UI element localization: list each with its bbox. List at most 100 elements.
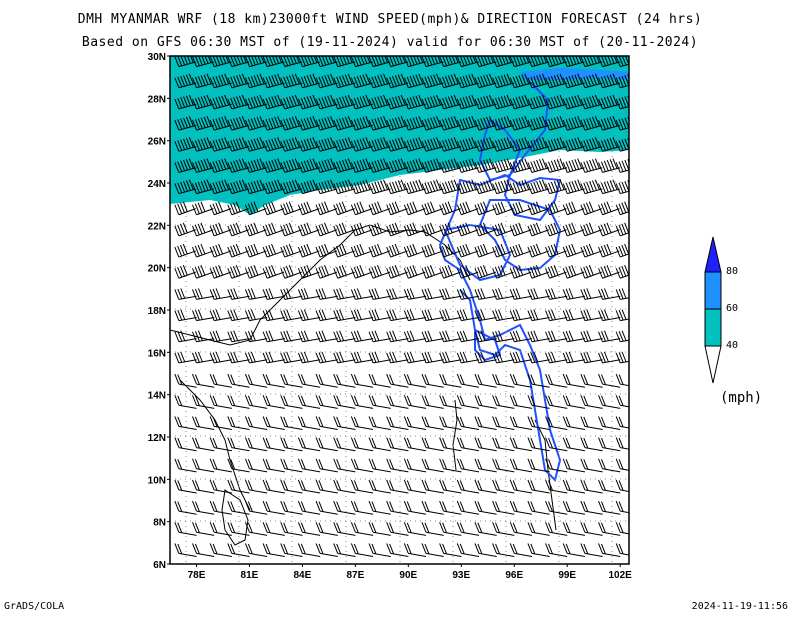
- wind-barb: [456, 116, 479, 131]
- colorbar-label-40: 40: [726, 340, 739, 351]
- wind-barb: [615, 543, 629, 556]
- lat-label: 16N: [148, 348, 166, 359]
- wind-barb: [474, 137, 497, 152]
- wind-barb: [580, 522, 603, 536]
- wind-barb: [421, 288, 444, 300]
- wind-barb: [174, 479, 197, 494]
- wind-barb: [350, 373, 374, 388]
- wind-barb: [192, 222, 214, 237]
- wind-barb: [527, 137, 550, 152]
- wind-barb: [280, 288, 303, 300]
- wind-barb: [262, 395, 285, 409]
- wind-barb: [244, 116, 267, 131]
- wind-barb: [545, 73, 568, 89]
- lon-label: 87E: [346, 570, 364, 581]
- wind-barb: [192, 116, 214, 131]
- wind-barb: [403, 222, 426, 237]
- wind-barb: [386, 201, 408, 216]
- wind-barb: [297, 330, 321, 343]
- wind-barb: [456, 479, 480, 494]
- wind-barb: [615, 243, 629, 258]
- wind-barb: [562, 416, 586, 431]
- wind-barb: [209, 73, 232, 89]
- wind-barb: [474, 243, 497, 258]
- wind-barb: [192, 264, 214, 279]
- wind-barb: [227, 416, 250, 431]
- wind-barb: [439, 137, 462, 152]
- wind-barb: [280, 243, 302, 258]
- lon-label: 102E: [608, 570, 632, 581]
- wind-barb: [192, 288, 215, 300]
- wind-barb: [580, 179, 603, 195]
- wind-barb: [227, 395, 250, 409]
- wind-barb: [403, 288, 427, 300]
- wind-barb: [492, 243, 514, 258]
- wind-barb: [509, 395, 533, 409]
- wind-barb: [192, 309, 215, 322]
- wind-barb: [474, 94, 497, 110]
- wind-barb: [333, 522, 356, 536]
- wind-barb: [439, 437, 462, 452]
- wind-barb: [474, 395, 497, 409]
- wind-barb: [174, 437, 197, 452]
- wind-barb: [244, 309, 268, 322]
- wind-barb: [209, 458, 232, 473]
- wind-barb: [315, 479, 338, 494]
- wind-barb: [386, 522, 409, 536]
- wind-barb: [280, 56, 303, 68]
- wind-barb: [262, 522, 285, 536]
- wind-barb: [244, 479, 268, 494]
- wind-barb: [403, 416, 427, 431]
- wind-barb: [527, 330, 550, 343]
- wind-barb: [280, 522, 303, 536]
- wind-barb: [386, 458, 409, 473]
- wind-barb: [368, 94, 391, 110]
- lat-label: 24N: [148, 179, 166, 190]
- wind-barb: [421, 116, 444, 131]
- colorbar-unit: (mph): [720, 390, 763, 406]
- wind-barb: [492, 416, 515, 431]
- wind-barb: [227, 330, 250, 343]
- wind-barb: [509, 330, 533, 343]
- wind-barb: [456, 351, 480, 364]
- wind-barb: [421, 416, 444, 431]
- wind-barb: [492, 179, 515, 195]
- wind-barb: [527, 222, 549, 237]
- wind-barb: [492, 73, 515, 89]
- wind-barb: [280, 479, 303, 494]
- wind-barb: [474, 56, 497, 68]
- wind-barb: [509, 416, 533, 431]
- wind-barb: [598, 201, 620, 216]
- wind-barb: [368, 373, 391, 388]
- wind-barb: [598, 351, 621, 364]
- wind-barb: [474, 373, 497, 388]
- wind-barb: [174, 522, 197, 536]
- wind-barb: [386, 137, 409, 152]
- wind-barb: [439, 458, 462, 473]
- wind-barb: [545, 522, 568, 536]
- wind-barb: [580, 479, 603, 494]
- wind-barb: [439, 201, 461, 216]
- wind-barb: [350, 543, 374, 558]
- wind-barb: [262, 351, 285, 364]
- title-line-2: Based on GFS 06:30 MST of (19-11-2024) v…: [81, 35, 699, 50]
- wind-barb: [297, 158, 320, 173]
- wind-barb: [350, 522, 374, 536]
- wind-barb: [545, 437, 568, 452]
- wind-barb: [333, 116, 356, 131]
- wind-barb: [297, 416, 321, 431]
- wind-barb: [545, 222, 567, 237]
- wind-barb: [297, 94, 320, 110]
- lat-label: 8N: [153, 518, 166, 529]
- wind-barb: [492, 351, 515, 364]
- wind-barb: [315, 543, 338, 558]
- footer-left: GrADS/COLA: [4, 601, 65, 612]
- wind-barb: [209, 309, 232, 322]
- wind-barb: [244, 179, 267, 195]
- wind-barb: [580, 264, 602, 279]
- wind-barb: [403, 479, 427, 494]
- wind-barb: [368, 522, 391, 536]
- wind-barb: [403, 201, 426, 216]
- wind-barb: [350, 437, 374, 452]
- wind-barb: [244, 222, 267, 237]
